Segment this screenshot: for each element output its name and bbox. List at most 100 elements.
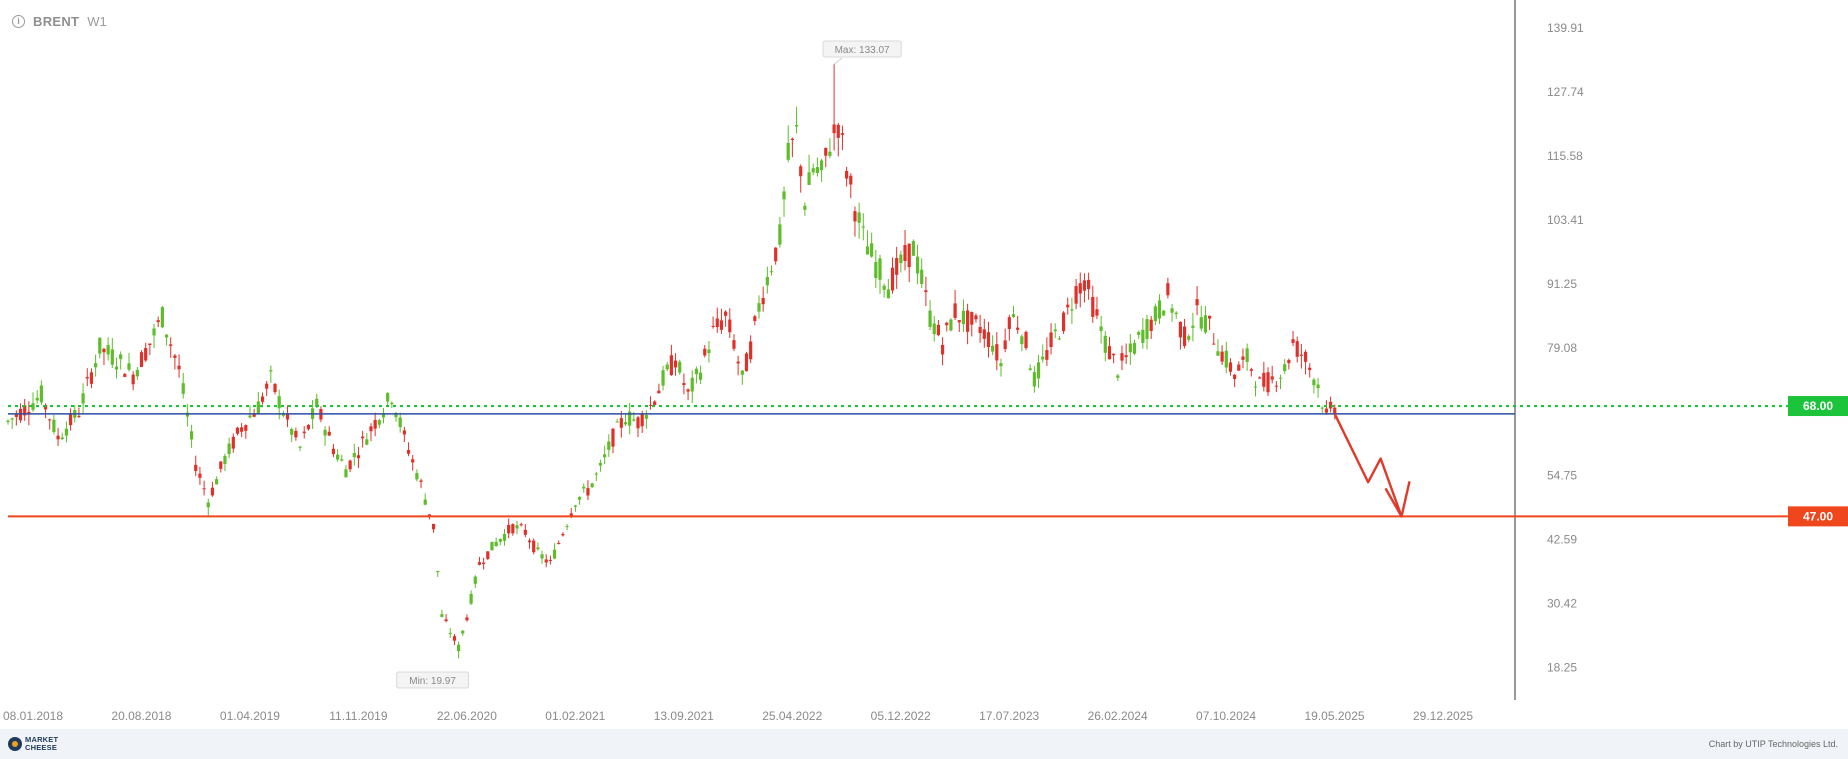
x-tick-label: 08.01.2018: [3, 709, 63, 723]
candle-body: [423, 499, 427, 505]
candle-body: [1320, 407, 1324, 409]
candle-body: [865, 246, 870, 255]
candle-body: [361, 436, 365, 439]
candle-body: [698, 372, 703, 380]
candle-body: [1145, 319, 1149, 339]
candle-body: [1253, 386, 1258, 388]
candle-body: [1045, 350, 1049, 360]
candle-body: [936, 324, 941, 336]
candle-body: [444, 619, 448, 622]
candle-body: [198, 473, 202, 478]
candle-body: [68, 413, 73, 426]
x-tick-label: 17.07.2023: [979, 709, 1039, 723]
candle-body: [461, 630, 465, 634]
candle-body: [1303, 351, 1308, 362]
info-icon[interactable]: i: [12, 15, 25, 28]
candle-body: [849, 175, 853, 185]
candle-body: [177, 365, 181, 370]
candle-body: [169, 344, 173, 346]
candle-body: [932, 323, 936, 335]
candle-body: [1066, 304, 1070, 308]
candle-body: [995, 344, 999, 361]
candle-body: [911, 241, 915, 256]
candle-body: [94, 363, 98, 368]
y-tick-label: 54.75: [1547, 469, 1577, 483]
candle-body: [277, 396, 281, 409]
timeframe-label[interactable]: W1: [87, 14, 107, 29]
candle-body: [532, 540, 536, 553]
candle-body: [473, 576, 477, 584]
candle-body: [903, 245, 907, 261]
candle-body: [1291, 339, 1295, 343]
candle-body: [160, 307, 164, 328]
candle-body: [1024, 331, 1028, 349]
candle-body: [373, 419, 377, 429]
candle-body: [1153, 306, 1157, 322]
candle-body: [1199, 317, 1203, 329]
candle-body: [1333, 407, 1337, 414]
candle-body: [344, 469, 348, 478]
candle-body: [1299, 354, 1303, 356]
price-chart[interactable]: 18.25 30.42 42.59 54.75 79.08 91.25 103.41 115.…: [0, 0, 1848, 729]
candle-body: [14, 413, 18, 417]
y-tick-label: 139.91: [1547, 21, 1584, 35]
candle-body: [1241, 356, 1245, 360]
max-label-box: [822, 40, 902, 58]
target-price-tag: [1788, 506, 1848, 527]
candle-body: [945, 322, 949, 326]
candle-body: [1212, 343, 1216, 345]
candle-body: [1141, 329, 1145, 343]
candle-body: [832, 124, 836, 134]
candle-body: [1203, 315, 1208, 333]
candle-body: [686, 389, 690, 392]
candle-body: [1057, 338, 1061, 340]
x-tick-label: 01.04.2019: [220, 709, 280, 723]
candle-body: [494, 541, 498, 547]
logo-line-1: MARKET: [25, 735, 59, 744]
candle-body: [715, 318, 719, 328]
x-tick-label: 22.06.2020: [437, 709, 497, 723]
candle-body: [1174, 312, 1178, 315]
candle-body: [1312, 379, 1316, 386]
candle-body: [131, 374, 135, 385]
candle-body: [411, 459, 415, 463]
candle-body: [1182, 326, 1187, 346]
candle-body: [786, 142, 790, 160]
candle-body: [540, 554, 544, 559]
candle-body: [895, 257, 899, 275]
min-label-box: [396, 671, 470, 689]
candle-body: [782, 191, 786, 200]
candle-body: [356, 455, 361, 459]
candle-body: [402, 430, 406, 435]
chart-header: i BRENT W1: [12, 14, 107, 29]
candle-body: [294, 430, 298, 438]
candle-body: [586, 488, 590, 496]
candle-body: [227, 443, 231, 455]
candle-body: [1007, 317, 1011, 329]
candle-body: [1124, 355, 1128, 358]
candle-body: [315, 398, 319, 408]
candle-body: [223, 455, 227, 464]
candle-body: [853, 211, 857, 222]
candle-body: [794, 124, 799, 127]
candle-body: [678, 361, 682, 373]
candle-body: [607, 441, 611, 450]
candle-body: [552, 549, 557, 559]
candle-body: [966, 310, 970, 332]
candle-body: [482, 562, 486, 564]
candle-body: [173, 355, 177, 358]
candle-body: [144, 348, 148, 361]
x-tick-label: 20.08.2018: [111, 709, 171, 723]
candle-body: [127, 363, 131, 370]
candle-body: [298, 446, 302, 448]
candle-body: [878, 258, 882, 280]
candle-body: [85, 377, 89, 379]
candle-body: [219, 461, 223, 469]
forecast-arrow-path: [1333, 413, 1403, 517]
candle-body: [1178, 321, 1182, 338]
candle-body: [1078, 283, 1082, 294]
candle-body: [1308, 367, 1312, 370]
candle-body: [202, 488, 206, 490]
candle-body: [448, 633, 452, 635]
candle-body: [1028, 368, 1032, 370]
